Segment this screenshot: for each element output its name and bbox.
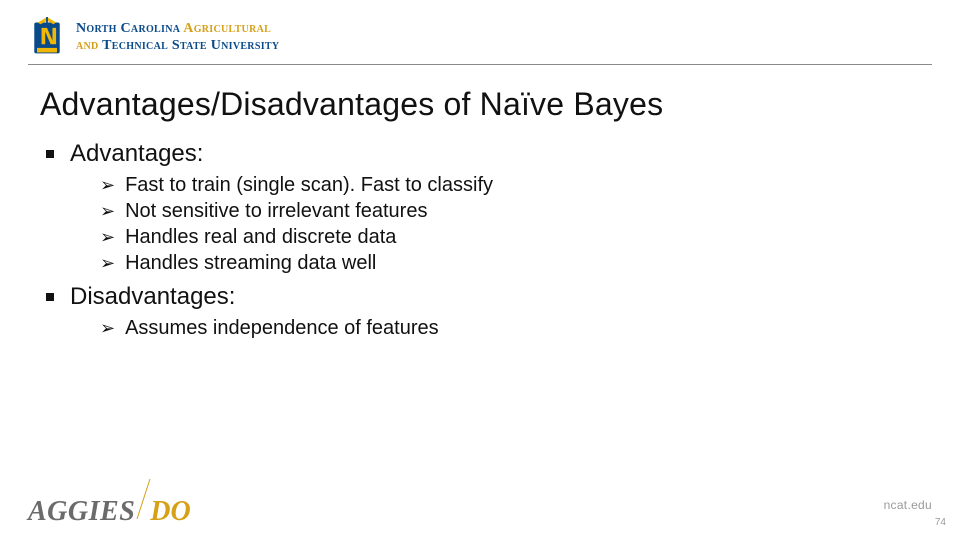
list-item: ➢ Handles real and discrete data (100, 226, 920, 249)
item-text: Fast to train (single scan). Fast to cla… (125, 174, 493, 197)
university-logo-icon (28, 17, 66, 57)
univ-line2-gold: and (76, 38, 99, 53)
disadvantages-items: ➢ Assumes independence of features (100, 317, 920, 340)
footer-url: ncat.edu (884, 498, 932, 512)
univ-line1-blue: North Carolina (76, 21, 180, 36)
arrow-bullet-icon: ➢ (100, 227, 115, 248)
item-text: Handles streaming data well (125, 252, 376, 275)
item-text: Not sensitive to irrelevant features (125, 200, 427, 223)
aggies-do-text: DO (150, 496, 190, 528)
item-text: Handles real and discrete data (125, 226, 396, 249)
slide-title: Advantages/Disadvantages of Naïve Bayes (40, 86, 663, 123)
aggies-text: AGGIES (28, 496, 135, 528)
header-rule (28, 64, 932, 65)
slash-icon (137, 479, 151, 519)
section-advantages: Advantages: ➢ Fast to train (single scan… (40, 140, 920, 275)
univ-line2-blue: Technical State University (99, 38, 280, 53)
list-item: ➢ Not sensitive to irrelevant features (100, 200, 920, 223)
section-disadvantages: Disadvantages: ➢ Assumes independence of… (40, 283, 920, 340)
square-bullet-icon (46, 293, 54, 301)
list-item: ➢ Handles streaming data well (100, 252, 920, 275)
univ-line1-gold: Agricultural (180, 21, 271, 36)
section-label: Advantages: (70, 140, 203, 168)
slide: North Carolina Agricultural and Technica… (0, 0, 960, 540)
university-name-line2: and Technical State University (76, 37, 279, 54)
content: Advantages: ➢ Fast to train (single scan… (40, 140, 920, 348)
section-head-disadvantages: Disadvantages: (40, 283, 920, 311)
advantages-items: ➢ Fast to train (single scan). Fast to c… (100, 174, 920, 275)
arrow-bullet-icon: ➢ (100, 201, 115, 222)
footer: AGGIES DO (28, 478, 932, 528)
list-item: ➢ Assumes independence of features (100, 317, 920, 340)
arrow-bullet-icon: ➢ (100, 318, 115, 339)
university-name-line1: North Carolina Agricultural (76, 20, 279, 37)
aggies-brand: AGGIES DO (28, 478, 191, 528)
list-item: ➢ Fast to train (single scan). Fast to c… (100, 174, 920, 197)
slide-number: 74 (935, 517, 946, 528)
header: North Carolina Agricultural and Technica… (28, 14, 932, 60)
arrow-bullet-icon: ➢ (100, 175, 115, 196)
square-bullet-icon (46, 150, 54, 158)
item-text: Assumes independence of features (125, 317, 439, 340)
arrow-bullet-icon: ➢ (100, 253, 115, 274)
section-label: Disadvantages: (70, 283, 235, 311)
section-head-advantages: Advantages: (40, 140, 920, 168)
university-name: North Carolina Agricultural and Technica… (76, 20, 279, 54)
